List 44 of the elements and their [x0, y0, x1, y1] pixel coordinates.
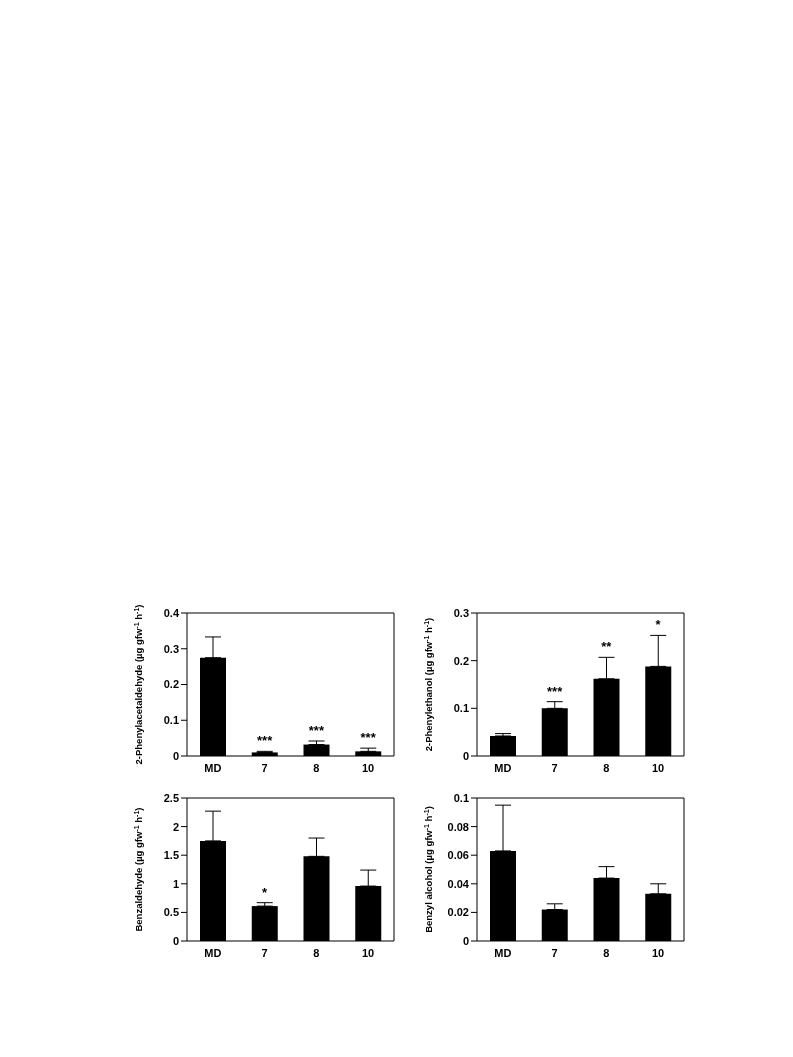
x-tick-label: MD [494, 946, 512, 959]
y-tick-label: 2.5 [163, 791, 179, 804]
x-tick-label: 10 [652, 761, 665, 774]
y-tick-label: 1.5 [163, 849, 179, 862]
x-tick-label: 7 [551, 761, 558, 774]
annotation: ** [601, 639, 613, 655]
x-tick-label: 7 [551, 946, 558, 959]
x-tick-label: 8 [603, 946, 610, 959]
y-tick-label: 0.3 [163, 642, 179, 655]
y-tick-label: 0 [462, 934, 469, 947]
y-tick-label: 0 [462, 749, 469, 762]
y-tick-label: 0.3 [453, 606, 469, 619]
x-tick-label: 10 [652, 946, 665, 959]
x-tick-label: MD [494, 761, 512, 774]
x-tick-label: MD [204, 946, 222, 959]
y-tick-label: 0.1 [453, 791, 469, 804]
x-tick-label: 8 [313, 946, 320, 959]
y-tick-label: 0.4 [163, 606, 180, 619]
y-tick-label: 0 [172, 934, 179, 947]
annotation: * [262, 884, 269, 900]
y-tick-label: 1 [172, 877, 179, 890]
x-tick-label: 7 [261, 946, 268, 959]
y-tick-label: 2 [172, 820, 179, 833]
x-tick-label: 10 [362, 946, 375, 959]
annotation: *** [257, 733, 274, 749]
y-tick-label: 0.5 [163, 906, 179, 919]
x-tick-label: 8 [603, 761, 610, 774]
y-tick-label: 0.1 [163, 714, 179, 727]
annotation: *** [308, 722, 325, 738]
annotation: *** [360, 730, 377, 746]
y-tick-label: 0.08 [447, 820, 469, 833]
y-tick-label: 0.02 [447, 906, 469, 919]
x-tick-label: 10 [362, 761, 375, 774]
y-tick-label: 0.2 [163, 678, 179, 691]
y-tick-label: 0.04 [447, 877, 470, 890]
y-tick-label: 0.2 [453, 654, 469, 667]
annotation: * [655, 617, 662, 633]
x-tick-label: 7 [261, 761, 268, 774]
x-tick-label: MD [204, 761, 222, 774]
annotation: *** [547, 683, 564, 699]
y-tick-label: 0.1 [453, 702, 469, 715]
y-tick-label: 0 [172, 749, 179, 762]
x-tick-label: 8 [313, 761, 320, 774]
y-tick-label: 0.06 [447, 849, 469, 862]
